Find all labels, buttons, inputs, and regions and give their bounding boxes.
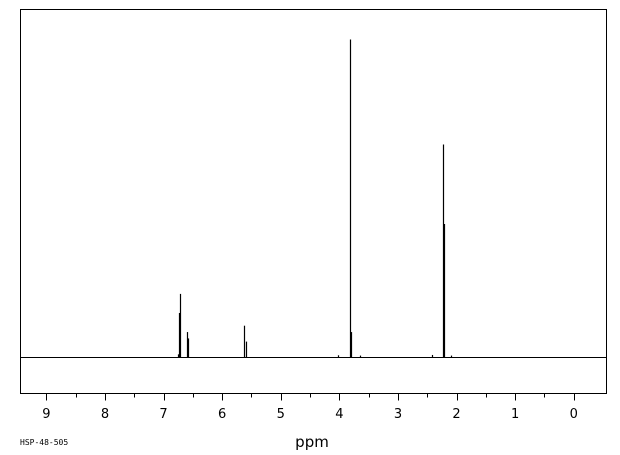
tick-label: 9 bbox=[42, 407, 50, 422]
spectrum-trace bbox=[20, 39, 606, 358]
tick-label: 2 bbox=[452, 407, 460, 422]
x-axis-title: ppm bbox=[295, 433, 329, 451]
sample-id-label: HSP-48-505 bbox=[20, 438, 68, 447]
tick-label: 5 bbox=[277, 407, 285, 422]
tick-label: 0 bbox=[570, 407, 578, 422]
tick-label: 4 bbox=[335, 407, 343, 422]
tick-label: 3 bbox=[394, 407, 402, 422]
x-axis-tick-labels: 9 8 7 6 5 4 3 2 1 0 bbox=[42, 407, 578, 422]
plot-frame bbox=[20, 9, 607, 394]
tick-label: 7 bbox=[159, 407, 167, 422]
tick-label: 8 bbox=[101, 407, 109, 422]
tick-label: 6 bbox=[218, 407, 226, 422]
x-axis-ticks bbox=[46, 393, 575, 401]
tick-label: 1 bbox=[511, 407, 519, 422]
